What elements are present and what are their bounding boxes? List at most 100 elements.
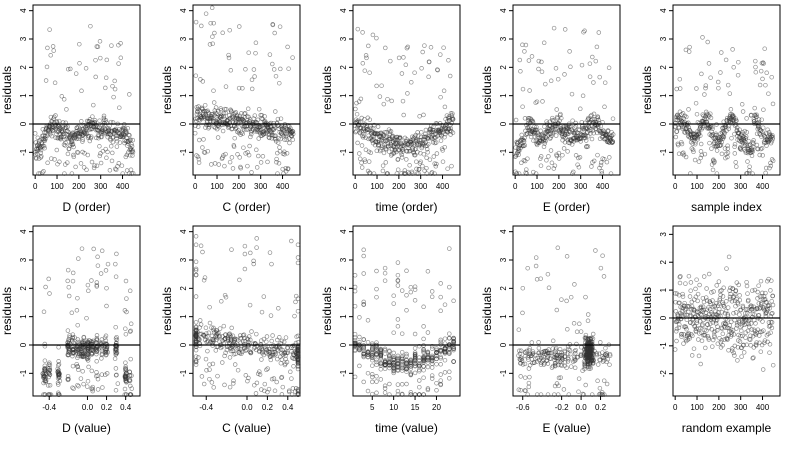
data-point <box>399 363 405 368</box>
data-point <box>47 291 52 296</box>
data-point <box>536 350 542 356</box>
data-point <box>193 347 199 353</box>
data-point <box>226 52 231 58</box>
data-point <box>365 354 371 359</box>
data-point <box>412 287 418 292</box>
x-tick-label: 0 <box>33 182 38 191</box>
data-point <box>688 320 693 325</box>
data-point <box>79 351 84 357</box>
data-point <box>578 139 583 144</box>
data-point <box>41 143 47 149</box>
data-point <box>196 355 201 360</box>
data-point <box>275 116 281 122</box>
data-point <box>65 160 70 165</box>
data-point <box>731 350 736 356</box>
data-point <box>277 80 282 86</box>
data-point <box>103 118 109 123</box>
x-axis-label: D (value) <box>62 421 111 435</box>
data-point <box>365 130 370 135</box>
data-point <box>714 301 719 306</box>
data-point <box>207 304 212 310</box>
x-tick-label: 100 <box>210 182 224 191</box>
data-point <box>387 348 392 354</box>
data-point <box>63 120 69 126</box>
data-point <box>195 109 200 115</box>
data-point <box>391 357 396 363</box>
data-point <box>582 28 587 34</box>
data-point <box>590 342 595 347</box>
data-point <box>213 348 219 353</box>
data-point <box>447 351 452 356</box>
data-point <box>362 157 367 162</box>
data-point <box>198 322 204 327</box>
data-point <box>757 294 763 299</box>
data-point <box>214 337 219 342</box>
data-point <box>700 322 705 327</box>
data-point <box>754 131 760 137</box>
data-point <box>359 143 365 148</box>
data-point <box>352 284 358 290</box>
data-point <box>108 143 114 149</box>
data-point <box>756 301 762 306</box>
data-point <box>527 88 532 93</box>
data-point <box>561 124 566 130</box>
data-point <box>375 124 381 129</box>
data-point <box>517 357 523 362</box>
data-point <box>387 381 392 387</box>
data-point <box>758 349 764 354</box>
data-point <box>367 70 372 75</box>
data-point <box>98 271 104 276</box>
data-point <box>520 86 526 92</box>
data-point <box>391 356 396 361</box>
data-point <box>113 324 118 330</box>
data-point <box>438 308 443 314</box>
data-point <box>698 141 704 147</box>
data-point <box>69 171 75 176</box>
data-point <box>79 119 84 124</box>
data-point <box>450 116 456 122</box>
data-point <box>66 338 71 344</box>
data-point <box>242 266 248 272</box>
data-point <box>753 58 758 64</box>
data-point <box>246 152 252 158</box>
data-point <box>577 127 582 133</box>
data-point <box>598 160 604 165</box>
data-point <box>517 57 523 63</box>
data-point <box>200 79 206 84</box>
data-point <box>222 382 227 388</box>
y-tick-label: 1 <box>179 93 188 98</box>
data-point <box>408 392 414 397</box>
data-point <box>438 354 443 360</box>
data-point <box>100 127 106 133</box>
data-point <box>248 134 253 140</box>
data-point <box>370 347 375 352</box>
y-tick-label: 3 <box>499 36 508 41</box>
data-point <box>272 388 278 394</box>
data-point <box>222 163 227 169</box>
data-point <box>730 47 735 52</box>
data-point <box>99 248 105 254</box>
data-point <box>522 158 528 164</box>
data-point <box>228 68 234 73</box>
data-point <box>124 152 130 158</box>
data-point <box>760 290 765 296</box>
data-point <box>202 275 208 280</box>
data-point <box>673 291 678 296</box>
data-point <box>728 327 734 332</box>
data-point <box>686 49 692 54</box>
data-point <box>127 372 133 378</box>
data-point <box>704 286 709 291</box>
data-point <box>282 152 287 157</box>
data-point <box>702 333 708 338</box>
data-point <box>434 151 440 156</box>
data-point <box>585 312 591 317</box>
data-point <box>254 380 260 386</box>
data-point <box>720 343 725 348</box>
data-point <box>606 65 612 71</box>
data-point <box>709 129 714 134</box>
data-point <box>229 155 235 160</box>
data-point <box>743 139 748 144</box>
x-tick-label: 0 <box>193 182 198 191</box>
data-point <box>378 377 384 382</box>
data-point <box>366 136 371 142</box>
